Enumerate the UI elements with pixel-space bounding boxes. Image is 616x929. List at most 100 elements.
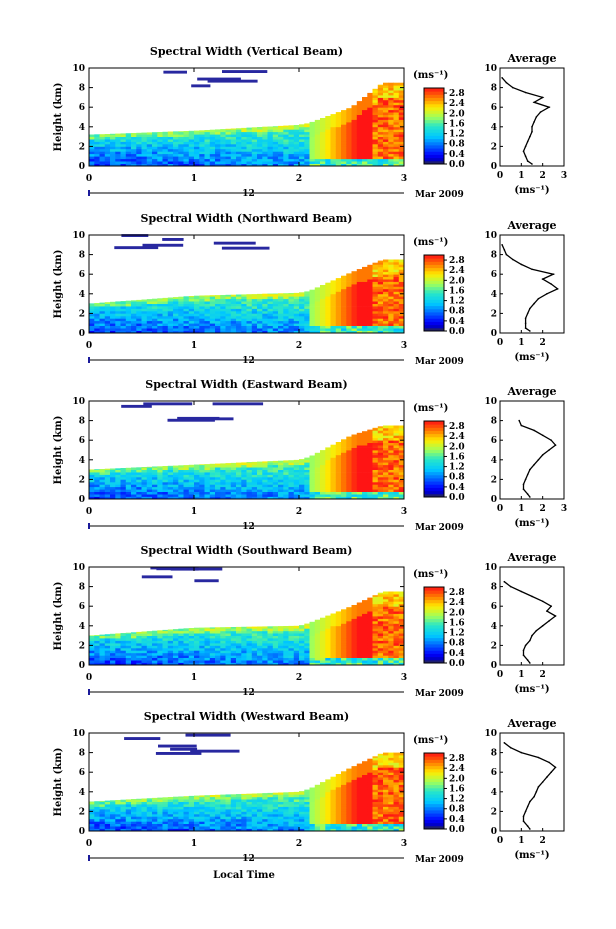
heatmap-cell xyxy=(278,474,284,478)
heatmap-cell xyxy=(325,469,331,473)
heatmap-cell xyxy=(94,652,100,656)
heatmap-cell xyxy=(146,638,153,641)
heatmap-cell xyxy=(141,303,148,307)
heatmap-cell xyxy=(241,479,247,483)
heatmap-cell xyxy=(251,660,258,663)
heatmap-cell xyxy=(220,633,226,636)
heatmap-cell xyxy=(341,131,347,135)
heatmap-cell xyxy=(178,645,184,649)
heatmap-cell xyxy=(377,148,384,152)
heatmap-cell xyxy=(257,325,263,329)
heatmap-cell xyxy=(356,161,363,164)
heatmap-cell xyxy=(115,823,121,827)
heatmap-cell xyxy=(115,655,121,658)
heatmap-cell xyxy=(377,426,384,429)
heatmap-cell xyxy=(304,131,310,135)
heatmap-cell xyxy=(356,101,363,103)
heatmap-cell xyxy=(341,613,347,617)
heatmap-cell xyxy=(367,429,373,431)
heatmap-cell xyxy=(257,313,263,317)
heatmap-cell xyxy=(157,635,163,639)
heatmap-cell xyxy=(115,163,121,167)
profile-point xyxy=(526,140,529,143)
heatmap-cell xyxy=(141,662,148,666)
heatmap-cell xyxy=(257,301,263,304)
colorbar-tick-label: 0.0 xyxy=(449,160,465,170)
heatmap-cell xyxy=(199,628,205,632)
heatmap-cell xyxy=(309,131,316,135)
heatmap-cell xyxy=(99,826,106,829)
profile-point xyxy=(537,459,540,461)
heatmap-cell xyxy=(398,440,405,443)
heatmap-cell xyxy=(246,127,253,130)
heatmap-cell xyxy=(362,454,368,458)
heatmap-cell xyxy=(89,310,95,314)
heatmap-cell xyxy=(167,486,174,490)
heatmap-cell xyxy=(183,650,190,654)
heatmap-cell xyxy=(278,638,284,641)
heatmap-cell xyxy=(162,474,169,478)
heatmap-cell xyxy=(257,323,263,326)
heatmap-cell xyxy=(393,601,400,605)
heatmap-cell xyxy=(383,328,389,331)
heatmap-cell xyxy=(393,153,400,157)
heatmap-cell xyxy=(225,628,232,632)
y-tick-label: 0 xyxy=(79,329,85,339)
heatmap-cell xyxy=(309,129,316,133)
heatmap-cell xyxy=(330,325,337,329)
heatmap-cell xyxy=(267,126,274,130)
heatmap-cell xyxy=(125,657,132,661)
heatmap-cell xyxy=(215,496,221,500)
colorbar-tick-label: 0.8 xyxy=(449,140,465,150)
heatmap-cell xyxy=(288,467,295,470)
heatmap-cell xyxy=(367,643,373,646)
heatmap-cell xyxy=(272,303,279,307)
heatmap-cell xyxy=(393,457,400,461)
heatmap-cell xyxy=(89,476,95,480)
heatmap-cell xyxy=(246,308,253,312)
y-tick-label: 4 xyxy=(79,622,85,632)
heatmap-cell xyxy=(241,652,247,656)
heatmap-cell xyxy=(335,163,342,167)
heatmap-cell xyxy=(173,640,179,644)
heatmap-cell xyxy=(356,131,363,135)
heatmap-cell xyxy=(325,298,331,302)
heatmap-cell xyxy=(330,620,337,624)
heatmap-cell xyxy=(251,650,258,654)
heatmap-cell xyxy=(388,274,394,277)
heatmap-cell xyxy=(377,655,384,658)
heatmap-cell xyxy=(141,153,148,157)
heatmap-cell xyxy=(110,161,116,164)
heatmap-cell xyxy=(299,296,305,300)
heatmap-cell xyxy=(157,645,163,649)
heatmap-cell xyxy=(230,660,237,663)
heatmap-cell xyxy=(335,474,342,478)
heatmap-cell xyxy=(131,474,137,478)
heatmap-cell xyxy=(110,474,116,478)
heatmap-cell xyxy=(351,445,358,448)
heatmap-cell xyxy=(94,306,100,309)
heatmap-cell xyxy=(246,151,253,155)
heatmap-cell xyxy=(388,491,394,495)
heatmap-cell xyxy=(356,313,363,317)
heatmap-cell xyxy=(293,643,300,646)
profile-point xyxy=(531,126,533,128)
heatmap-cell xyxy=(362,97,368,98)
heatmap-cell xyxy=(367,266,373,270)
colorbar-segment xyxy=(424,274,444,278)
heatmap-cell xyxy=(346,330,352,334)
heatmap-cell xyxy=(152,306,158,309)
heatmap-cell xyxy=(335,491,342,495)
heatmap-cell xyxy=(299,660,305,663)
heatmap-cell xyxy=(372,652,379,656)
profile-point xyxy=(503,248,506,251)
heatmap-cell xyxy=(136,638,142,641)
heatmap-cell xyxy=(94,635,100,639)
heatmap-cell xyxy=(236,491,242,495)
heatmap-cell xyxy=(325,450,331,453)
heatmap-cell xyxy=(335,462,342,466)
heatmap-cell xyxy=(89,657,95,661)
heatmap-cell xyxy=(346,273,352,275)
heatmap-cell xyxy=(320,472,326,475)
